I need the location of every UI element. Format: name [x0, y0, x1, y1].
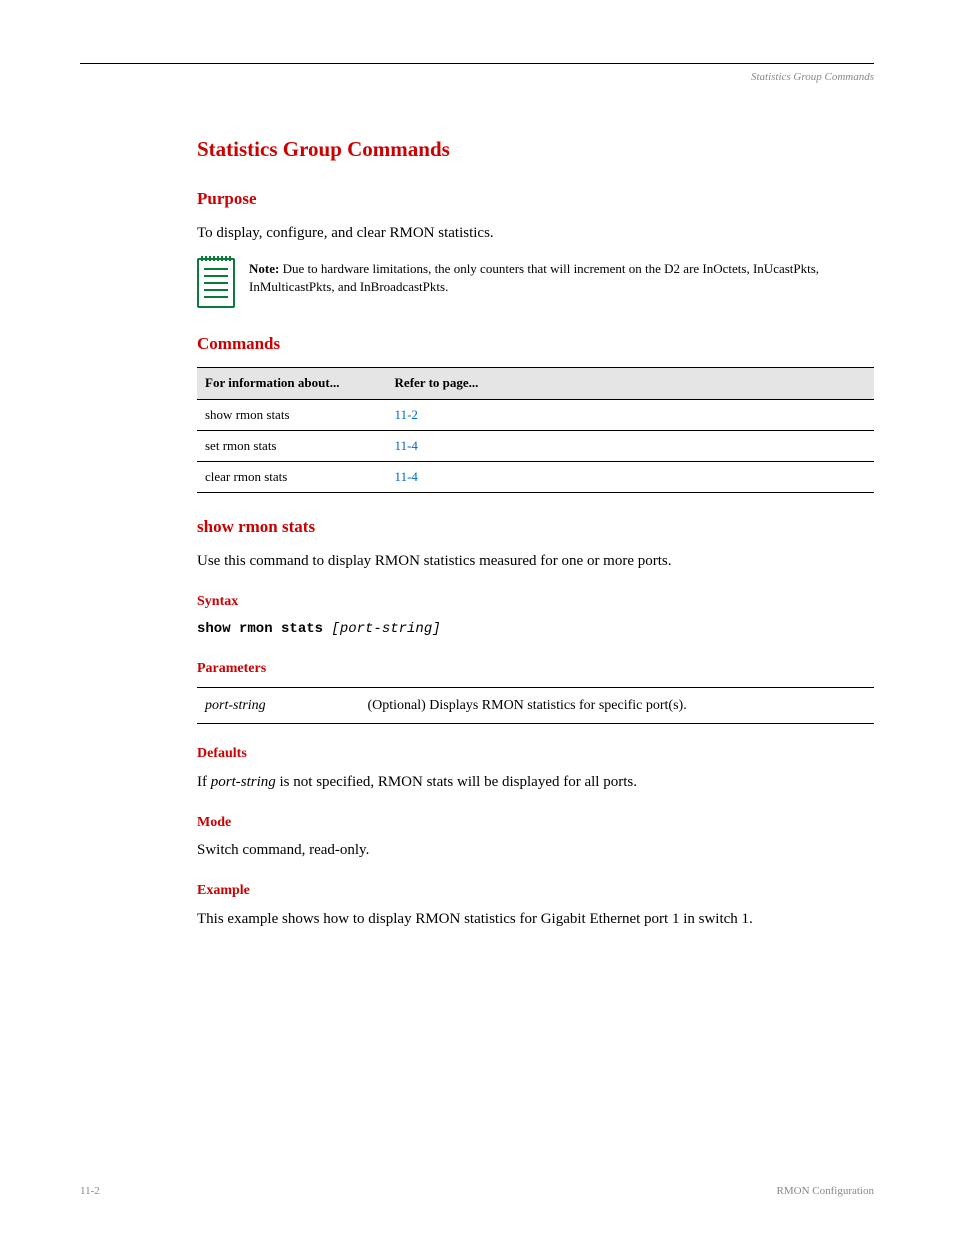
defaults-pre: If — [197, 774, 211, 790]
purpose-heading: Purpose — [197, 187, 874, 211]
table-row: set rmon stats 11-4 — [197, 430, 874, 461]
commands-heading: Commands — [197, 332, 874, 356]
defaults-post: is not specified, RMON stats will be dis… — [276, 774, 637, 790]
syntax-optional: [port-string] — [331, 621, 440, 637]
defaults-em: port-string — [211, 774, 276, 790]
mode-heading: Mode — [197, 813, 874, 833]
note-body: Due to hardware limitations, the only co… — [249, 261, 819, 294]
cmd-link[interactable]: set rmon stats — [205, 438, 277, 453]
header-rule — [80, 63, 874, 64]
defaults-text: If port-string is not specified, RMON st… — [197, 772, 874, 793]
syntax-line: show rmon stats [port-string] — [197, 620, 874, 640]
parameters-table: port-string (Optional) Displays RMON sta… — [197, 687, 874, 725]
syntax-heading: Syntax — [197, 592, 874, 612]
footer-page-number: 11-2 — [80, 1184, 100, 1199]
mode-text: Switch command, read-only. — [197, 840, 874, 861]
example-text: This example shows how to display RMON s… — [197, 909, 874, 930]
cmd-link[interactable]: show rmon stats — [205, 407, 290, 422]
page-xref[interactable]: 11-4 — [395, 438, 418, 453]
command-name: show rmon stats — [197, 515, 874, 539]
page-xref[interactable]: 11-4 — [395, 469, 418, 484]
param-description: (Optional) Displays RMON statistics for … — [359, 687, 874, 724]
table-header-info: For information about... — [197, 368, 387, 399]
example-heading: Example — [197, 881, 874, 901]
notepad-icon — [197, 258, 235, 308]
note-label: Note: — [249, 261, 279, 276]
defaults-heading: Defaults — [197, 744, 874, 764]
param-name: port-string — [197, 687, 359, 724]
purpose-text: To display, configure, and clear RMON st… — [197, 223, 874, 244]
note-callout: Note: Due to hardware limitations, the o… — [197, 258, 874, 308]
cmd-link[interactable]: clear rmon stats — [205, 469, 287, 484]
table-row: port-string (Optional) Displays RMON sta… — [197, 687, 874, 724]
parameters-heading: Parameters — [197, 659, 874, 679]
syntax-command: show rmon stats — [197, 621, 331, 637]
table-row: show rmon stats 11-2 — [197, 399, 874, 430]
table-header-page: Refer to page... — [387, 368, 874, 399]
page-xref[interactable]: 11-2 — [395, 407, 418, 422]
section-title: Statistics Group Commands — [197, 135, 874, 164]
table-row: clear rmon stats 11-4 — [197, 461, 874, 492]
commands-table: For information about... Refer to page..… — [197, 367, 874, 493]
note-text: Note: Due to hardware limitations, the o… — [249, 258, 874, 296]
footer-chapter: RMON Configuration — [777, 1184, 874, 1199]
running-header: Statistics Group Commands — [80, 70, 874, 85]
command-description: Use this command to display RMON statist… — [197, 551, 874, 572]
page-footer: 11-2 RMON Configuration — [80, 1184, 874, 1199]
